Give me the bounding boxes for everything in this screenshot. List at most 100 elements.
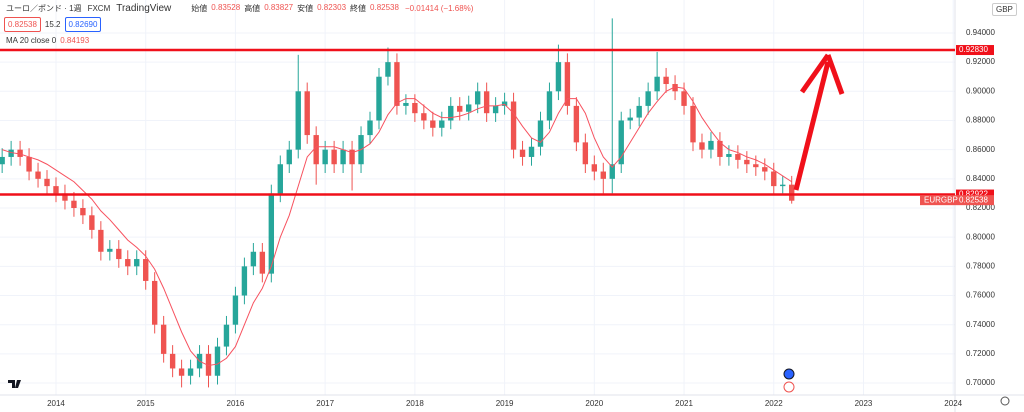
candle-body — [250, 251, 257, 267]
candle-body — [645, 91, 651, 106]
candle-body — [241, 266, 248, 296]
ohlc-value: 0.82538 — [370, 3, 399, 12]
candle-body — [304, 91, 310, 136]
candle-body — [789, 184, 795, 201]
candle-body — [582, 142, 589, 165]
price-label: 0.92830 — [959, 45, 988, 54]
candle-body — [762, 167, 768, 172]
arrow-annotation — [793, 53, 845, 191]
candle-body — [340, 149, 346, 165]
candle-body — [609, 164, 615, 179]
candle-body — [600, 171, 606, 179]
candle-body — [591, 164, 598, 172]
toolbar: ユーロ／ポンド · 1週 FXCM TradingView 始値 0.83528 高… — [6, 3, 473, 14]
last-price-name: EURGBP — [924, 195, 958, 204]
candle-body — [564, 62, 571, 106]
arrow-head — [825, 54, 845, 95]
candle-body — [376, 76, 382, 121]
candle-body — [62, 193, 68, 201]
symbol: ユーロ／ポンド · 1週 — [6, 4, 82, 13]
candle-body — [125, 259, 131, 267]
candle-body — [537, 120, 544, 147]
price-label: 0.82922 — [959, 190, 988, 199]
candle-body — [466, 104, 472, 112]
candle-body — [726, 154, 732, 157]
candle-body — [26, 156, 32, 172]
candle-body — [53, 186, 59, 194]
ohlc-value: 0.83528 — [211, 3, 241, 12]
currency[interactable]: GBP — [992, 3, 1017, 16]
candle-body — [501, 101, 508, 106]
candle-body — [17, 149, 23, 157]
candle-body — [331, 149, 337, 165]
x-tick-label: 2014 — [47, 399, 65, 408]
candle-body — [367, 120, 373, 136]
candle-body — [295, 91, 301, 150]
candle-body — [116, 248, 122, 260]
indicator-row: MA 20 close 0 0.84193 — [6, 36, 89, 45]
candle-body — [771, 171, 777, 187]
x-tick-label: 2016 — [227, 399, 245, 408]
price-label-bg — [956, 45, 994, 56]
candle-body — [663, 76, 669, 85]
y-tick-label: 0.88000 — [966, 116, 995, 125]
candle-body — [107, 248, 113, 252]
candle-body — [268, 193, 275, 274]
candle-body — [421, 113, 427, 121]
last-price-label: 0.82538 — [959, 195, 988, 204]
y-tick-label: 0.86000 — [966, 145, 995, 154]
candle-body — [448, 105, 454, 121]
candle-body — [492, 105, 499, 114]
x-tick-label: 2023 — [855, 399, 873, 408]
candle-body — [690, 105, 696, 143]
candle-body — [744, 159, 750, 165]
x-tick-label: 2021 — [675, 399, 693, 408]
settings-icon[interactable] — [1000, 396, 1010, 406]
y-tick-label: 0.74000 — [966, 320, 995, 329]
spread: 15.2 — [44, 20, 61, 29]
event-icon[interactable] — [783, 381, 795, 393]
indicator: MA 20 close 0 — [6, 36, 57, 45]
y-tick-label: 0.94000 — [966, 28, 995, 37]
candle-body — [259, 251, 266, 274]
source: TradingView — [116, 3, 172, 14]
candle-body — [160, 324, 167, 354]
candle-body — [89, 215, 95, 230]
buy-button[interactable]: 0.82690 — [64, 17, 102, 32]
candle-body — [555, 62, 562, 92]
tv-logo — [8, 380, 21, 388]
y-tick-label: 0.80000 — [966, 232, 995, 241]
arrow-head — [799, 53, 831, 94]
candle-body — [636, 105, 642, 118]
sell-button[interactable]: 0.82538 — [4, 17, 41, 32]
candle-body — [439, 120, 445, 128]
indicator-value: 0.84193 — [60, 36, 90, 45]
y-tick-label: 0.70000 — [966, 378, 995, 387]
candle-body — [735, 154, 741, 160]
candle-body — [483, 91, 490, 114]
ohlc-label: 安値 — [297, 4, 314, 13]
ohlc: 始値 0.83528 高値 0.83827 安値 0.82303 終値 0.82538 — [191, 3, 399, 14]
candle-body — [134, 259, 140, 267]
candle-body — [71, 200, 77, 209]
candle-body — [214, 346, 221, 376]
x-tick-label: 2015 — [137, 399, 155, 408]
candle-body — [394, 62, 400, 106]
candle-body — [349, 149, 355, 165]
candle-body — [80, 208, 86, 216]
x-tick-label: 2020 — [585, 399, 603, 408]
candle-body — [457, 105, 463, 112]
candle-body — [385, 62, 391, 77]
y-tick-label: 0.76000 — [966, 291, 995, 300]
event-icon[interactable] — [783, 368, 795, 380]
trade-row: 0.82538 15.2 0.82690 — [4, 17, 102, 32]
candle-body — [313, 135, 319, 165]
ohlc-label: 始値 — [191, 4, 208, 13]
candle-body — [753, 164, 759, 168]
y-tick-label: 0.82000 — [966, 203, 995, 212]
price-label-bg — [956, 189, 994, 200]
candle-body — [223, 324, 230, 347]
